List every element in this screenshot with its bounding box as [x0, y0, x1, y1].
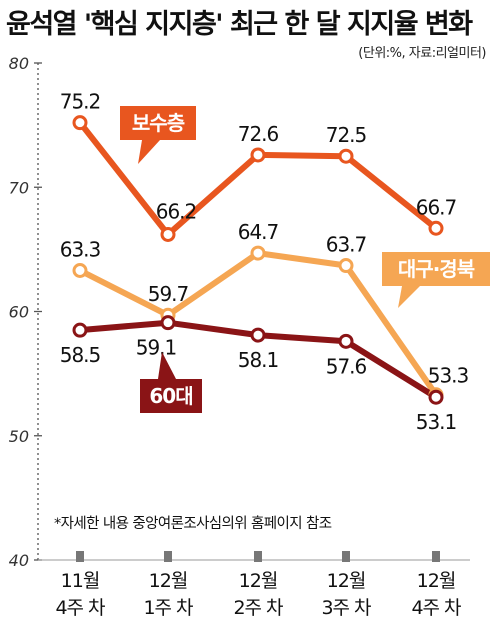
x-tick-label: 12월	[149, 570, 188, 592]
data-label: 72.6	[238, 122, 279, 146]
data-label: 75.2	[60, 90, 101, 114]
x-tick	[254, 551, 262, 562]
data-label: 59.7	[148, 282, 189, 306]
y-tick-label: 50	[9, 427, 29, 446]
data-point	[338, 148, 354, 164]
data-label: 58.5	[60, 343, 101, 367]
data-point	[72, 115, 88, 131]
data-label: 58.1	[238, 348, 279, 372]
data-label: 72.5	[326, 123, 367, 147]
data-point	[160, 226, 176, 242]
data-point	[428, 220, 444, 236]
data-label: 59.1	[136, 336, 177, 360]
data-label: 63.3	[60, 237, 101, 261]
series-label: 보수층	[132, 111, 185, 135]
x-tick-label: 4주 차	[411, 597, 461, 619]
series-label: 60대	[149, 384, 192, 408]
data-point	[338, 258, 354, 274]
x-tick-label: 12월	[239, 570, 278, 592]
x-tick-label: 4주 차	[55, 597, 105, 619]
callout-box	[382, 252, 490, 286]
x-tick	[164, 551, 172, 562]
y-tick-label: 40	[9, 551, 29, 570]
x-tick-label: 3주 차	[321, 597, 371, 619]
data-point	[338, 333, 354, 349]
data-label: 64.7	[238, 220, 279, 244]
unit-note: (단위:%, 자료:리얼미터)	[358, 46, 486, 61]
data-label: 57.6	[326, 354, 367, 378]
x-tick-label: 1주 차	[143, 597, 193, 619]
data-point	[250, 147, 266, 163]
y-tick-label: 80	[9, 54, 29, 73]
series-label: 대구·경북	[398, 257, 475, 281]
x-tick	[342, 551, 350, 562]
x-tick-label: 12월	[417, 570, 456, 592]
x-tick	[76, 551, 84, 562]
x-tick-label: 2주 차	[233, 597, 283, 619]
data-label: 63.7	[326, 233, 367, 257]
data-point	[428, 389, 444, 405]
data-point	[250, 245, 266, 261]
callout-box	[140, 379, 202, 413]
y-tick-label: 60	[9, 303, 29, 322]
x-tick-label: 11월	[61, 570, 100, 592]
data-point	[250, 327, 266, 343]
data-label: 66.2	[156, 199, 197, 223]
data-label: 53.3	[428, 364, 469, 388]
x-tick	[432, 551, 440, 562]
data-label: 53.1	[416, 410, 457, 434]
x-tick-label: 12월	[327, 570, 366, 592]
y-tick-label: 70	[9, 178, 29, 197]
data-point	[72, 322, 88, 338]
callout-tail	[398, 286, 420, 308]
callout-box	[120, 106, 196, 140]
data-label: 66.7	[416, 195, 457, 219]
chart-title: 윤석열 '핵심 지지층' 최근 한 달 지지율 변화	[6, 9, 473, 40]
data-point	[72, 262, 88, 278]
data-point	[160, 315, 176, 331]
footnote: *자세한 내용 중앙여론조사심의위 홈페이지 참조	[54, 515, 332, 532]
callout-tail	[158, 352, 176, 379]
callout-tail	[138, 140, 160, 164]
